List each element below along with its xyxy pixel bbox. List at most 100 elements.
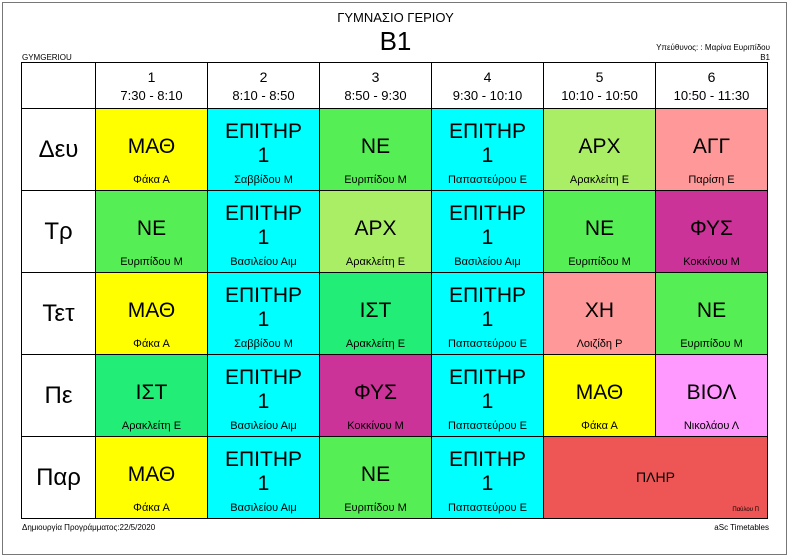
- lesson-subject: ΧΗ: [584, 299, 615, 322]
- lesson-cell[interactable]: ΝΕ Ευριπίδου Μ: [95, 190, 208, 273]
- lesson-subject: ΑΓΓ: [692, 135, 731, 158]
- lesson-teacher: Παπαστεύρου Ε: [448, 420, 527, 432]
- responsible-info: Υπεύθυνος: : Μαρίνα Ευριπίδου B1: [656, 43, 770, 63]
- lesson-cell[interactable]: ΝΕ Ευριπίδου Μ: [319, 436, 432, 519]
- period-header: 5 10:10 - 10:50: [543, 62, 656, 109]
- period-header-row: 1 7:30 - 8:10 2 8:10 - 8:50 3 8:50 - 9:30 4 9:3…: [21, 62, 768, 109]
- day-row: Τετ ΜΑΘ Φάκα Α ΕΠΙΤΗΡ 1 Σαββίδου Μ ΙΣΤ Αρακλείτ…: [21, 272, 768, 355]
- period-time: 7:30 - 8:10: [120, 87, 183, 103]
- lesson-cell[interactable]: ΕΠΙΤΗΡ 1 Βασιλείου Αιμ: [207, 190, 320, 273]
- lesson-cell[interactable]: ΝΕ Ευριπίδου Μ: [655, 272, 768, 355]
- software-credit: aSc Timetables: [714, 523, 769, 532]
- lesson-cell[interactable]: ΕΠΙΤΗΡ 1 Σαββίδου Μ: [207, 272, 320, 355]
- lesson-cell[interactable]: ΙΣΤ Αρακλείτη Ε: [95, 354, 208, 437]
- period-number: 2: [259, 68, 268, 85]
- lesson-cell[interactable]: ΦΥΣ Κοκκίνου Μ: [319, 354, 432, 437]
- period-header: 2 8:10 - 8:50: [207, 62, 320, 109]
- lesson-teacher: Κοκκίνου Μ: [683, 256, 740, 268]
- lesson-cell[interactable]: ΕΠΙΤΗΡ 1 Βασιλείου Αιμ: [431, 190, 544, 273]
- day-label: Πε: [21, 354, 96, 437]
- lesson-subject: ΦΥΣ: [353, 381, 398, 404]
- lesson-teacher: Ευριπίδου Μ: [680, 338, 743, 350]
- lesson-teacher: Βασιλείου Αιμ: [230, 256, 297, 268]
- lesson-cell[interactable]: ΒΙΟΛ Νικολάου Λ: [655, 354, 768, 437]
- lesson-subject: ΜΑΘ: [127, 299, 176, 322]
- lesson-teacher: Βασιλείου Αιμ: [454, 256, 521, 268]
- lesson-teacher: Φάκα Α: [133, 174, 170, 186]
- lesson-cell[interactable]: ΕΠΙΤΗΡ 1 Παπαστεύρου Ε: [431, 436, 544, 519]
- lesson-subject: ΜΑΘ: [127, 135, 176, 158]
- lesson-teacher: Παπαστεύρου Ε: [448, 174, 527, 186]
- lesson-subject: ΝΕ: [360, 135, 391, 158]
- lesson-teacher: Παύλου Π: [732, 507, 759, 513]
- lesson-subject: ΝΕ: [584, 217, 615, 240]
- lesson-cell[interactable]: ΜΑΘ Φάκα Α: [543, 354, 656, 437]
- lesson-teacher: Κοκκίνου Μ: [347, 420, 404, 432]
- day-row: Παρ ΜΑΘ Φάκα Α ΕΠΙΤΗΡ 1 Βασιλείου Αιμ ΝΕ Ευριπί…: [21, 436, 768, 519]
- lesson-subject: ΕΠΙΤΗΡ 1: [448, 284, 526, 331]
- creation-date: Δημιουργία Προγράμματος:22/5/2020: [22, 523, 156, 532]
- period-time: 8:50 - 9:30: [344, 87, 407, 103]
- lesson-cell[interactable]: ΕΠΙΤΗΡ 1 Παπαστεύρου Ε: [431, 354, 544, 437]
- period-number: 3: [371, 68, 380, 85]
- lesson-subject: ΝΕ: [696, 299, 727, 322]
- lesson-teacher: Ευριπίδου Μ: [344, 502, 407, 514]
- period-header: 6 10:50 - 11:30: [655, 62, 768, 109]
- lesson-teacher: Φάκα Α: [581, 420, 618, 432]
- lesson-cell[interactable]: ΑΓΓ Παρίση Ε: [655, 108, 768, 191]
- lesson-subject: ΝΕ: [136, 217, 167, 240]
- lesson-subject: ΦΥΣ: [689, 217, 734, 240]
- lesson-cell[interactable]: ΕΠΙΤΗΡ 1 Σαββίδου Μ: [207, 108, 320, 191]
- lesson-cell[interactable]: ΑΡΧ Αρακλείτη Ε: [543, 108, 656, 191]
- lesson-cell[interactable]: ΜΑΘ Φάκα Α: [95, 272, 208, 355]
- lesson-cell[interactable]: ΝΕ Ευριπίδου Μ: [319, 108, 432, 191]
- lesson-cell[interactable]: ΦΥΣ Κοκκίνου Μ: [655, 190, 768, 273]
- day-row: Τρ ΝΕ Ευριπίδου Μ ΕΠΙΤΗΡ 1 Βασιλείου Αιμ ΑΡΧ Αρ…: [21, 190, 768, 273]
- day-label: Δευ: [21, 108, 96, 191]
- period-header: 4 9:30 - 10:10: [431, 62, 544, 109]
- lesson-cell[interactable]: ΙΣΤ Αρακλείτη Ε: [319, 272, 432, 355]
- lesson-cell[interactable]: ΜΑΘ Φάκα Α: [95, 436, 208, 519]
- lesson-subject: ΠΛΗΡ: [636, 469, 675, 485]
- lesson-subject: ΙΣΤ: [359, 299, 392, 322]
- lesson-cell[interactable]: ΕΠΙΤΗΡ 1 Παπαστεύρου Ε: [431, 108, 544, 191]
- lesson-subject: ΕΠΙΤΗΡ 1: [224, 202, 302, 249]
- lesson-cell[interactable]: ΕΠΙΤΗΡ 1 Βασιλείου Αιμ: [207, 436, 320, 519]
- period-number: 5: [595, 68, 604, 85]
- lesson-cell[interactable]: ΕΠΙΤΗΡ 1 Παπαστεύρου Ε: [431, 272, 544, 355]
- lesson-teacher: Αρακλείτη Ε: [569, 174, 630, 186]
- period-header: 1 7:30 - 8:10: [95, 62, 208, 109]
- lesson-teacher: Ευριπίδου Μ: [568, 256, 631, 268]
- lesson-cell[interactable]: ΠΛΗΡ Παύλου Π: [543, 436, 768, 519]
- responsible-teacher: Υπεύθυνος: : Μαρίνα Ευριπίδου: [656, 43, 770, 52]
- lesson-cell[interactable]: ΑΡΧ Αρακλείτη Ε: [319, 190, 432, 273]
- timetable: 1 7:30 - 8:10 2 8:10 - 8:50 3 8:50 - 9:30 4 9:3…: [21, 62, 768, 519]
- period-time: 9:30 - 10:10: [452, 87, 523, 103]
- lesson-teacher: Νικολάου Λ: [683, 420, 740, 432]
- lesson-subject: ΑΡΧ: [354, 217, 397, 240]
- lesson-teacher: Παπαστεύρου Ε: [448, 502, 527, 514]
- day-row: Δευ ΜΑΘ Φάκα Α ΕΠΙΤΗΡ 1 Σαββίδου Μ ΝΕ Ευριπίδου…: [21, 108, 768, 191]
- period-number: 1: [147, 68, 156, 85]
- school-name: ΓΥΜΝΑΣΙΟ ΓΕΡΙΟΥ: [337, 10, 454, 25]
- lesson-cell[interactable]: ΕΠΙΤΗΡ 1 Βασιλείου Αιμ: [207, 354, 320, 437]
- day-label: Παρ: [21, 436, 96, 519]
- lesson-teacher: Παρίση Ε: [688, 174, 735, 186]
- lesson-cell[interactable]: ΝΕ Ευριπίδου Μ: [543, 190, 656, 273]
- lesson-subject: ΕΠΙΤΗΡ 1: [224, 448, 302, 495]
- lesson-subject: ΑΡΧ: [578, 135, 621, 158]
- lesson-subject: ΒΙΟΛ: [686, 381, 737, 404]
- day-row: Πε ΙΣΤ Αρακλείτη Ε ΕΠΙΤΗΡ 1 Βασιλείου Αιμ ΦΥΣ Κ…: [21, 354, 768, 437]
- corner-cell: [21, 62, 96, 109]
- day-label: Τρ: [21, 190, 96, 273]
- lesson-cell[interactable]: ΜΑΘ Φάκα Α: [95, 108, 208, 191]
- lesson-cell[interactable]: ΧΗ Λοιζίδη Ρ: [543, 272, 656, 355]
- lesson-subject: ΙΣΤ: [135, 381, 168, 404]
- lesson-subject: ΕΠΙΤΗΡ 1: [224, 366, 302, 413]
- responsible-class: B1: [760, 53, 770, 62]
- lesson-teacher: Λοιζίδη Ρ: [576, 338, 623, 350]
- period-number: 4: [483, 68, 492, 85]
- lesson-subject: ΕΠΙΤΗΡ 1: [224, 120, 302, 167]
- lesson-teacher: Βασιλείου Αιμ: [230, 420, 297, 432]
